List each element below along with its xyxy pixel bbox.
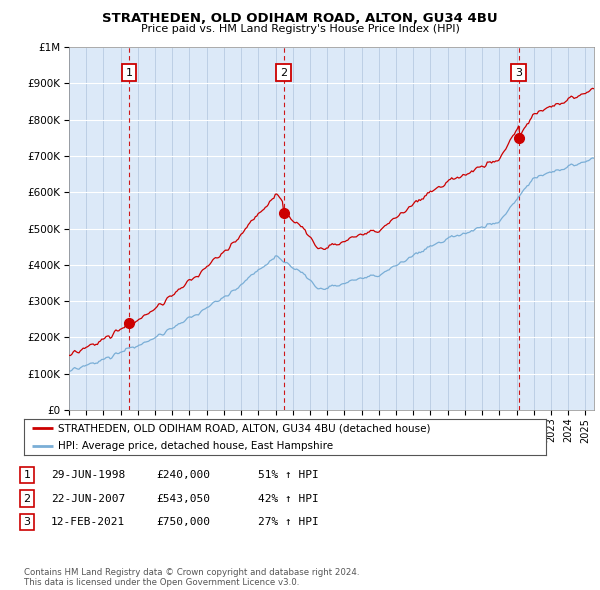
Text: 12-FEB-2021: 12-FEB-2021 (51, 517, 125, 527)
Text: £543,050: £543,050 (156, 494, 210, 503)
Text: 42% ↑ HPI: 42% ↑ HPI (258, 494, 319, 503)
Text: £240,000: £240,000 (156, 470, 210, 480)
Text: £750,000: £750,000 (156, 517, 210, 527)
Text: 1: 1 (125, 68, 133, 78)
Text: 51% ↑ HPI: 51% ↑ HPI (258, 470, 319, 480)
Text: 1: 1 (23, 470, 31, 480)
Text: STRATHEDEN, OLD ODIHAM ROAD, ALTON, GU34 4BU: STRATHEDEN, OLD ODIHAM ROAD, ALTON, GU34… (102, 12, 498, 25)
Text: 2: 2 (23, 494, 31, 503)
Text: STRATHEDEN, OLD ODIHAM ROAD, ALTON, GU34 4BU (detached house): STRATHEDEN, OLD ODIHAM ROAD, ALTON, GU34… (58, 423, 430, 433)
Text: Contains HM Land Registry data © Crown copyright and database right 2024.
This d: Contains HM Land Registry data © Crown c… (24, 568, 359, 587)
Text: 27% ↑ HPI: 27% ↑ HPI (258, 517, 319, 527)
Text: 22-JUN-2007: 22-JUN-2007 (51, 494, 125, 503)
Text: 2: 2 (280, 68, 287, 78)
Text: 29-JUN-1998: 29-JUN-1998 (51, 470, 125, 480)
Text: 3: 3 (515, 68, 522, 78)
Text: Price paid vs. HM Land Registry's House Price Index (HPI): Price paid vs. HM Land Registry's House … (140, 24, 460, 34)
Text: 3: 3 (23, 517, 31, 527)
Text: HPI: Average price, detached house, East Hampshire: HPI: Average price, detached house, East… (58, 441, 333, 451)
